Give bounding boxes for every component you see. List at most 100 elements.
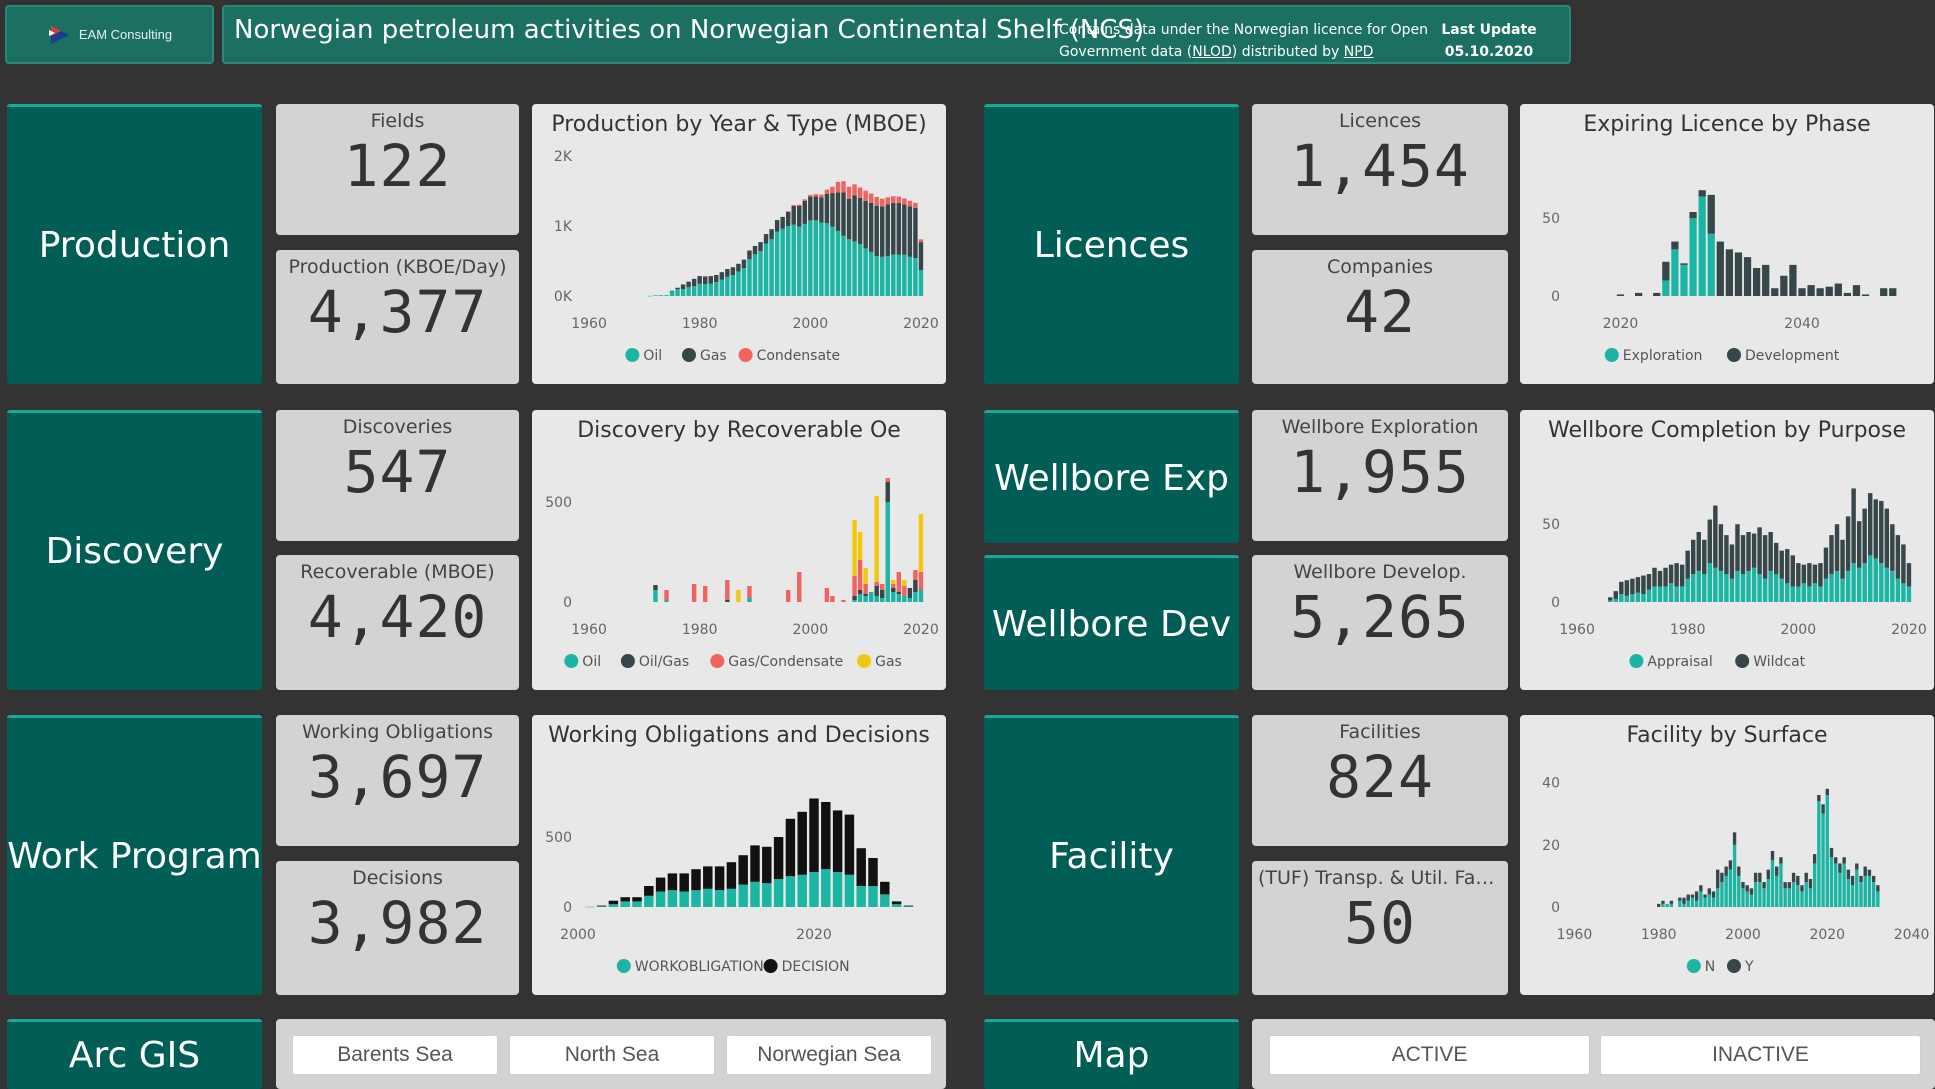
bar-segment[interactable] [1689,218,1697,296]
bar-segment[interactable] [868,251,874,296]
bar-segment[interactable] [1856,521,1862,568]
bar-segment[interactable] [907,200,913,207]
bar-segment[interactable] [620,897,630,902]
bar-segment[interactable] [1707,563,1713,602]
bar-segment[interactable] [1657,903,1661,907]
bar-segment[interactable] [1652,586,1657,602]
bar-segment[interactable] [774,231,780,296]
bar-segment[interactable] [1694,900,1699,907]
bar-segment[interactable] [1671,249,1679,296]
bar-segment[interactable] [813,196,819,221]
bar-segment[interactable] [824,193,830,224]
bar-segment[interactable] [1671,241,1679,250]
bar-segment[interactable] [857,594,863,602]
bar-segment[interactable] [1852,285,1861,296]
bar-segment[interactable] [780,228,785,296]
bar-segment[interactable] [680,284,686,289]
bar-segment[interactable] [1619,594,1624,602]
bar-segment[interactable] [1796,875,1800,886]
bar-segment[interactable] [891,254,896,296]
bar-segment[interactable] [1685,550,1690,579]
bar-segment[interactable] [1879,563,1884,602]
bar-segment[interactable] [703,586,708,602]
bar-segment[interactable] [1783,888,1787,907]
bar-segment[interactable] [1834,570,1840,602]
bar-segment[interactable] [891,202,896,255]
bar-segment[interactable] [1725,249,1734,296]
bar-segment[interactable] [1707,519,1713,564]
bar-segment[interactable] [802,200,807,224]
bar-segment[interactable] [874,496,879,582]
bar-segment[interactable] [1801,564,1807,584]
bar-segment[interactable] [785,211,791,212]
bar-segment[interactable] [913,207,918,259]
nlod-link[interactable]: NLOD [1192,44,1232,60]
bar-segment[interactable] [1635,577,1641,593]
bar-segment[interactable] [1787,888,1792,907]
bar-segment[interactable] [647,295,653,297]
bar-segment[interactable] [1735,570,1740,602]
bar-segment[interactable] [726,862,737,889]
bar-segment[interactable] [785,212,791,226]
bar-segment[interactable] [1879,500,1884,564]
bar-segment[interactable] [797,811,807,875]
bar-segment[interactable] [1657,570,1663,587]
bar-segment[interactable] [846,186,852,199]
bar-segment[interactable] [1825,286,1833,296]
bar-segment[interactable] [1751,533,1757,568]
bar-segment[interactable] [797,874,807,907]
bar-segment[interactable] [797,226,802,296]
bar-segment[interactable] [819,197,824,223]
bar-segment[interactable] [1690,894,1695,898]
bar-segment[interactable] [1703,894,1707,898]
bar-segment[interactable] [824,189,830,194]
bar-segment[interactable] [1838,872,1842,907]
bar-segment[interactable] [863,584,868,594]
bar-segment[interactable] [835,181,841,193]
bar-segment[interactable] [669,290,675,292]
bar-segment[interactable] [1773,574,1779,602]
bar-segment[interactable] [1703,897,1707,907]
bar-segment[interactable] [653,585,658,590]
bar-segment[interactable] [863,594,868,596]
bar-segment[interactable] [669,291,675,296]
bar-segment[interactable] [824,223,830,296]
bar-segment[interactable] [863,200,868,249]
bar-segment[interactable] [730,275,736,296]
bar-segment[interactable] [1863,866,1867,876]
bar-segment[interactable] [608,900,619,905]
bar-segment[interactable] [1855,869,1859,907]
bar-segment[interactable] [1669,903,1674,907]
bar-segment[interactable] [741,259,747,268]
bar-segment[interactable] [856,848,866,886]
bar-segment[interactable] [644,895,654,907]
bar-segment[interactable] [863,190,868,201]
bar-segment[interactable] [747,259,752,296]
bar-segment[interactable] [1679,564,1685,587]
bar-segment[interactable] [880,256,885,296]
bar-segment[interactable] [725,269,730,277]
bar-segment[interactable] [809,798,819,873]
bar-segment[interactable] [903,906,914,907]
bar-segment[interactable] [714,282,719,296]
bar-segment[interactable] [874,586,879,596]
bar-segment[interactable] [1796,885,1800,907]
bar-segment[interactable] [1780,275,1788,296]
bar-segment[interactable] [1838,863,1842,873]
bar-segment[interactable] [1707,894,1711,907]
bar-segment[interactable] [664,600,669,602]
bar-segment[interactable] [596,905,607,907]
bar-segment[interactable] [1901,583,1906,602]
bar-segment[interactable] [857,198,863,245]
bar-segment[interactable] [896,202,902,255]
bar-segment[interactable] [1735,524,1740,571]
bar-segment[interactable] [891,196,896,203]
bar-segment[interactable] [1834,283,1842,296]
bar-segment[interactable] [1834,857,1838,864]
bar-segment[interactable] [1771,288,1779,296]
bar-segment[interactable] [1775,866,1779,876]
bar-segment[interactable] [1662,261,1670,281]
bar-segment[interactable] [891,901,902,905]
bar-segment[interactable] [918,514,924,572]
bar-segment[interactable] [1850,875,1855,886]
